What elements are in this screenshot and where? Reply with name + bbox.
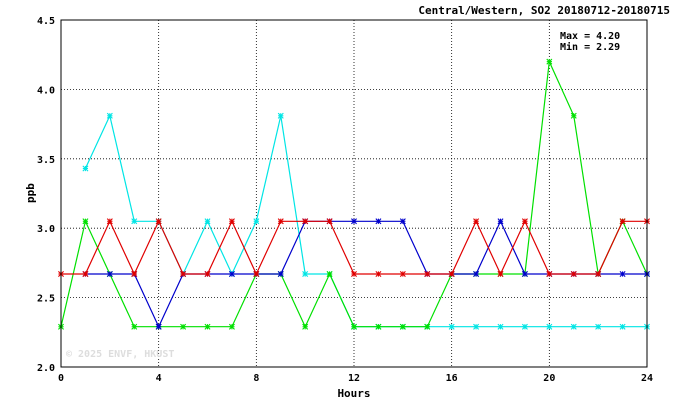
data-point bbox=[448, 323, 455, 330]
y-tick-label: 2.5 bbox=[37, 294, 55, 305]
data-point bbox=[82, 165, 89, 172]
data-point bbox=[204, 323, 211, 330]
data-point bbox=[448, 271, 455, 277]
data-point bbox=[497, 218, 504, 225]
data-point bbox=[570, 271, 577, 277]
data-point bbox=[155, 323, 162, 330]
y-axis-label: ppb bbox=[24, 183, 37, 203]
data-point bbox=[82, 218, 89, 225]
data-point bbox=[180, 271, 187, 277]
y-tick-label: 3.0 bbox=[37, 224, 55, 235]
data-point bbox=[351, 271, 357, 277]
plot-frame bbox=[60, 19, 648, 368]
data-point bbox=[82, 271, 89, 277]
data-point bbox=[521, 271, 528, 277]
data-point bbox=[351, 323, 357, 330]
data-point bbox=[546, 323, 553, 330]
x-tick-label: 16 bbox=[446, 373, 458, 384]
data-point bbox=[521, 323, 528, 330]
data-point bbox=[521, 218, 528, 225]
data-point bbox=[595, 323, 602, 330]
data-point bbox=[375, 271, 382, 277]
x-tick-label: 4 bbox=[156, 373, 162, 384]
data-point bbox=[375, 218, 382, 225]
data-point bbox=[546, 271, 553, 277]
chart-title: Central/Western, SO2 20180712-20180715 bbox=[418, 4, 670, 17]
data-point bbox=[277, 112, 284, 119]
data-point bbox=[228, 323, 235, 330]
data-point bbox=[277, 218, 284, 225]
data-point bbox=[570, 112, 577, 119]
x-tick-label: 8 bbox=[253, 373, 259, 384]
data-point bbox=[204, 271, 211, 277]
data-point bbox=[619, 323, 626, 330]
data-point bbox=[302, 271, 309, 277]
data-point bbox=[277, 271, 284, 277]
data-point bbox=[570, 323, 577, 330]
max-annotation: Max = 4.20 bbox=[560, 31, 620, 42]
watermark: © 2025 ENVF, HKUST bbox=[66, 349, 174, 360]
data-point bbox=[302, 323, 309, 330]
y-tick-label: 4.0 bbox=[37, 85, 55, 96]
data-point bbox=[131, 323, 138, 330]
data-point bbox=[424, 323, 431, 330]
data-point bbox=[546, 58, 553, 65]
data-point bbox=[131, 218, 138, 225]
data-point bbox=[497, 271, 504, 277]
data-point bbox=[253, 218, 260, 225]
x-tick-label: 20 bbox=[543, 373, 555, 384]
data-point bbox=[106, 112, 113, 119]
y-tick-label: 3.5 bbox=[37, 155, 55, 166]
min-annotation: Min = 2.29 bbox=[560, 41, 620, 53]
data-point bbox=[302, 218, 309, 225]
data-point bbox=[180, 323, 187, 330]
series-layer bbox=[58, 58, 650, 330]
data-point bbox=[399, 323, 406, 330]
data-point bbox=[131, 271, 138, 277]
data-point bbox=[351, 218, 357, 225]
data-point bbox=[473, 218, 480, 225]
data-point bbox=[473, 271, 480, 277]
data-point bbox=[619, 271, 626, 277]
data-point bbox=[375, 323, 382, 330]
data-point bbox=[497, 323, 504, 330]
data-point bbox=[424, 271, 431, 277]
x-tick-label: 12 bbox=[348, 373, 360, 384]
data-point bbox=[326, 218, 333, 225]
data-point bbox=[253, 271, 260, 277]
x-tick-label: 24 bbox=[641, 373, 653, 384]
data-point bbox=[399, 271, 406, 277]
data-point bbox=[204, 218, 211, 225]
data-point bbox=[326, 271, 333, 277]
data-point bbox=[473, 323, 480, 330]
data-point bbox=[155, 218, 162, 225]
data-point bbox=[619, 218, 626, 225]
data-point bbox=[228, 218, 235, 225]
grid-lines bbox=[61, 20, 647, 367]
x-axis-label: Hours bbox=[337, 387, 370, 400]
y-tick-label: 2.0 bbox=[37, 363, 55, 374]
data-point bbox=[595, 271, 602, 277]
data-point bbox=[106, 218, 113, 225]
data-point bbox=[399, 218, 406, 225]
data-point bbox=[106, 271, 113, 277]
x-tick-label: 0 bbox=[58, 373, 64, 384]
data-point bbox=[228, 271, 235, 277]
y-tick-label: 4.5 bbox=[37, 16, 55, 27]
tick-labels: 0 4 8 12 16 20 24 2.0 2.5 3.0 3.5 4.0 4.5 bbox=[37, 16, 653, 384]
